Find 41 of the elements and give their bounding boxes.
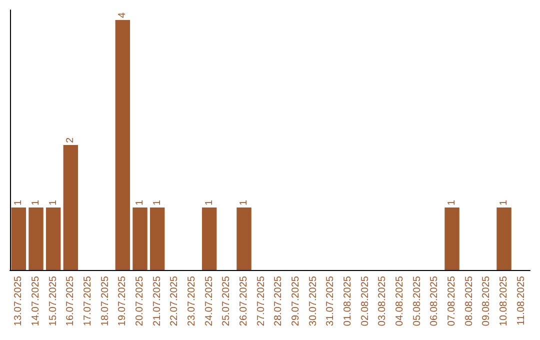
x-tick-label: 01.08.2025	[342, 276, 354, 326]
x-tick-label: 14.07.2025	[30, 276, 42, 326]
data-label: 1	[30, 200, 42, 206]
x-tick-label: 23.07.2025	[186, 276, 198, 326]
x-tick-label: 05.08.2025	[412, 276, 423, 326]
data-label: 1	[498, 200, 510, 206]
data-label: 1	[446, 200, 458, 206]
data-label: 1	[134, 200, 146, 206]
data-label: 4	[117, 12, 128, 18]
x-tick-label: 28.07.2025	[273, 276, 284, 326]
x-tick-label: 22.07.2025	[169, 276, 180, 326]
data-label: 1	[152, 200, 163, 206]
x-tick-label: 15.07.2025	[48, 276, 59, 326]
x-tick-label: 02.08.2025	[360, 276, 371, 326]
x-tick-label: 17.07.2025	[82, 276, 94, 326]
data-label: 1	[13, 200, 24, 206]
x-tick-label: 11.08.2025	[516, 276, 527, 326]
x-tick-label: 25.07.2025	[221, 276, 232, 326]
x-tick-label: 26.07.2025	[238, 276, 250, 326]
x-tick-label: 16.07.2025	[65, 276, 76, 326]
data-label: 2	[65, 137, 76, 143]
data-label: 1	[238, 200, 250, 206]
x-tick-label: 19.07.2025	[117, 276, 128, 326]
data-label: 1	[204, 200, 215, 206]
x-tick-label: 03.08.2025	[377, 276, 388, 326]
x-tick-label: 04.08.2025	[394, 276, 406, 326]
x-tick-label: 21.07.2025	[152, 276, 163, 326]
x-tick-label: 07.08.2025	[446, 276, 458, 326]
x-tick-label: 27.07.2025	[256, 276, 267, 326]
x-tick-label: 08.08.2025	[464, 276, 475, 326]
x-tick-label: 31.07.2025	[325, 276, 336, 326]
x-tick-label: 18.07.2025	[100, 276, 111, 326]
data-label: 1	[48, 200, 59, 206]
x-tick-label: 09.08.2025	[481, 276, 492, 326]
x-tick-label: 24.07.2025	[204, 276, 215, 326]
x-tick-label: 10.08.2025	[498, 276, 510, 326]
x-tick-label: 13.07.2025	[13, 276, 24, 326]
x-tick-label: 06.08.2025	[429, 276, 440, 326]
x-tick-label: 30.07.2025	[308, 276, 319, 326]
x-tick-label: 29.07.2025	[290, 276, 302, 326]
x-tick-label: 20.07.2025	[134, 276, 146, 326]
